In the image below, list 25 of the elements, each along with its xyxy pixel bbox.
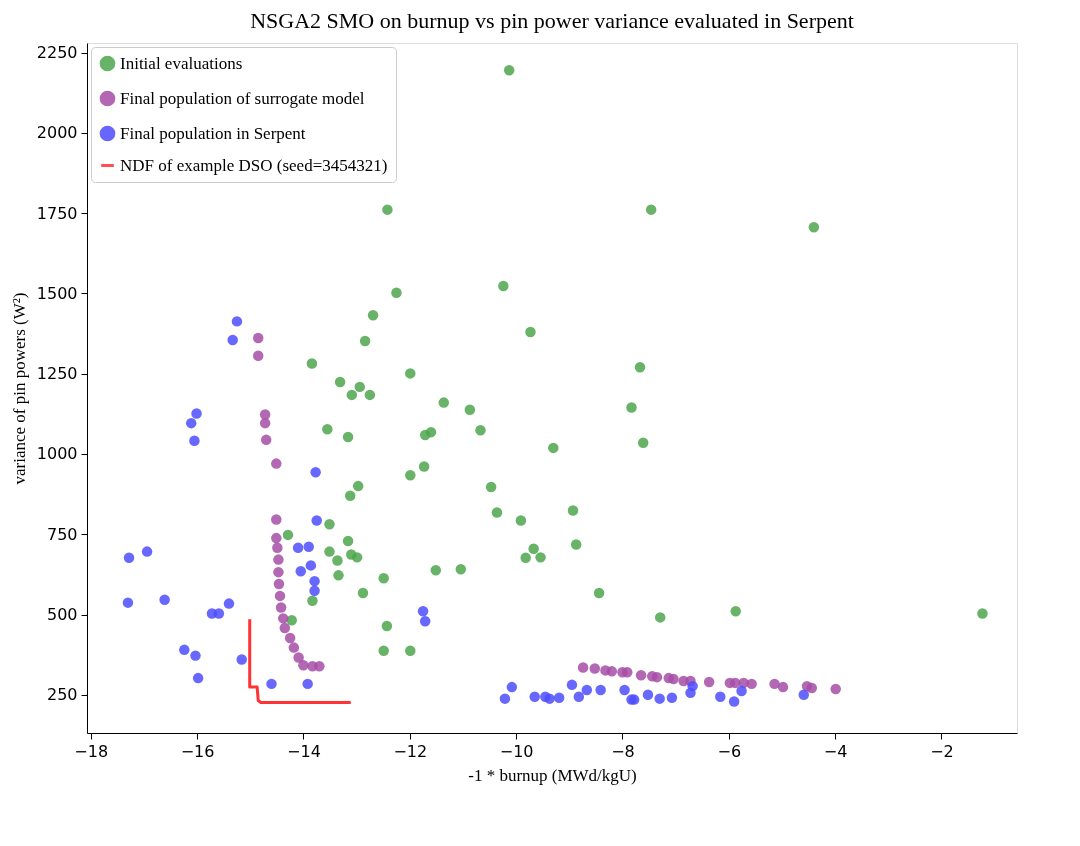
x-tick-label: −2 xyxy=(930,741,954,761)
y-tick-label: 1000 xyxy=(36,444,78,464)
x-tick-label: −4 xyxy=(823,741,848,761)
x-tick-label: −16 xyxy=(180,741,215,761)
x-tick-label: −18 xyxy=(74,741,109,761)
x-tick-label: −12 xyxy=(393,741,428,761)
x-tick-label: −10 xyxy=(499,741,534,761)
x-tick-label: −8 xyxy=(611,741,635,761)
legend-label: NDF of example DSO (seed=3454321) xyxy=(120,155,388,175)
x-axis-title: -1 * burnup (MWd/kgU) xyxy=(468,765,637,785)
y-tick-label: 1500 xyxy=(36,283,78,303)
x-tick-label: −14 xyxy=(287,741,321,761)
y-tick-label: 2000 xyxy=(36,123,78,143)
y-axis-title: variance of pin powers (W²) xyxy=(9,292,29,485)
chart-title: NSGA2 SMO on burnup vs pin power variance evaluated in Serpent xyxy=(250,8,854,33)
legend-label: Final population of surrogate model xyxy=(120,88,365,108)
y-tick-label: 250 xyxy=(46,685,78,705)
y-tick-label: 1750 xyxy=(36,203,78,223)
legend-label: Initial evaluations xyxy=(120,53,243,73)
y-tick-label: 750 xyxy=(46,524,78,544)
y-tick-label: 1250 xyxy=(36,364,78,384)
y-tick-label: 2250 xyxy=(36,43,78,63)
y-tick-label: 500 xyxy=(46,605,78,625)
legend-label: Final population in Serpent xyxy=(120,123,306,143)
x-tick-label: −6 xyxy=(717,741,742,761)
